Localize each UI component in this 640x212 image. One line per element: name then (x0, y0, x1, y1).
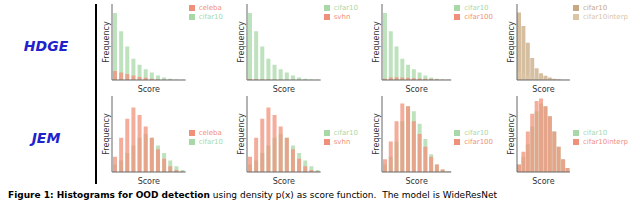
html-text:cifar10interp: cifar10interp (582, 138, 628, 146)
html-text:cifar10: cifar10 (582, 4, 608, 12)
html-text:cifar10: cifar10 (333, 4, 358, 12)
svg-text:Score: Score (273, 85, 295, 92)
svg-text:Frequency: Frequency (372, 21, 381, 63)
svg-text:Frequency: Frequency (237, 21, 246, 63)
svg-text:Score: Score (532, 85, 554, 92)
html-text:cifar10: cifar10 (198, 13, 223, 21)
html-text:JEM: JEM (31, 130, 61, 146)
svg-text:Frequency: Frequency (507, 21, 516, 63)
html-text:cifar100: cifar100 (464, 13, 493, 21)
html-text:cifar10: cifar10 (582, 129, 608, 137)
html-text:cifar10: cifar10 (464, 4, 489, 12)
html-text:cifar10: cifar10 (333, 129, 358, 137)
svg-text:Frequency: Frequency (507, 113, 516, 155)
svg-text:Score: Score (405, 85, 427, 92)
svg-text:Frequency: Frequency (372, 113, 381, 155)
html-text:celeba: celeba (198, 129, 222, 137)
html-text:svhn: svhn (333, 138, 351, 146)
svg-text:Frequency: Frequency (237, 113, 246, 155)
html-text:HDGE: HDGE (23, 38, 69, 54)
html-text:Figure 1: Histograms for OOD d: Figure 1: Histograms for OOD detection u… (8, 190, 497, 200)
svg-text:Score: Score (138, 85, 160, 92)
html-text:cifar100: cifar100 (464, 138, 493, 146)
svg-text:Score: Score (532, 177, 554, 184)
html-text:cifar10: cifar10 (198, 138, 223, 146)
html-text:svhn: svhn (333, 13, 351, 21)
svg-text:Score: Score (273, 177, 295, 184)
svg-text:Frequency: Frequency (102, 21, 111, 63)
svg-text:Frequency: Frequency (102, 113, 111, 155)
svg-text:Score: Score (405, 177, 427, 184)
svg-text:Score: Score (138, 177, 160, 184)
html-text:cifar10: cifar10 (464, 129, 489, 137)
html-text:cifar10interp: cifar10interp (582, 13, 628, 21)
html-text:celeba: celeba (198, 4, 222, 12)
